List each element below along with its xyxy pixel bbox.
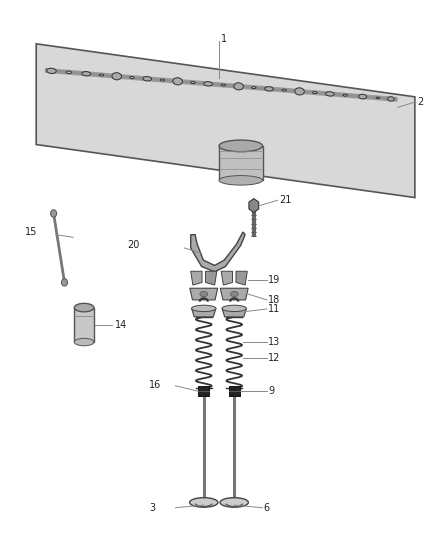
Text: 12: 12 (268, 353, 281, 363)
Text: 20: 20 (127, 240, 140, 251)
Polygon shape (222, 309, 247, 317)
Polygon shape (74, 308, 94, 342)
Text: 14: 14 (115, 320, 127, 330)
Ellipse shape (343, 94, 347, 96)
Ellipse shape (143, 77, 152, 81)
Ellipse shape (47, 68, 56, 74)
Ellipse shape (219, 175, 262, 185)
Ellipse shape (376, 97, 380, 99)
Polygon shape (198, 386, 209, 397)
Text: 21: 21 (279, 195, 291, 205)
Text: 13: 13 (268, 337, 280, 347)
Polygon shape (191, 232, 245, 272)
Polygon shape (249, 199, 259, 213)
Ellipse shape (282, 89, 286, 91)
Ellipse shape (200, 292, 208, 297)
Ellipse shape (190, 498, 218, 507)
Ellipse shape (191, 305, 216, 312)
Text: 18: 18 (268, 295, 280, 305)
Text: 9: 9 (268, 386, 274, 396)
Polygon shape (229, 386, 240, 397)
Polygon shape (219, 146, 262, 180)
Text: 6: 6 (264, 503, 270, 513)
Ellipse shape (82, 71, 91, 76)
Circle shape (50, 210, 57, 217)
Ellipse shape (160, 79, 165, 81)
Ellipse shape (220, 498, 248, 507)
Ellipse shape (66, 71, 71, 74)
Text: 15: 15 (25, 227, 38, 237)
Text: 1: 1 (221, 34, 227, 44)
Ellipse shape (112, 72, 121, 80)
Ellipse shape (173, 78, 183, 85)
Circle shape (61, 279, 67, 286)
Text: 2: 2 (417, 97, 423, 107)
Ellipse shape (265, 87, 273, 91)
Polygon shape (205, 271, 217, 285)
Ellipse shape (388, 97, 394, 101)
Ellipse shape (234, 83, 244, 90)
Polygon shape (236, 271, 247, 285)
Ellipse shape (219, 140, 262, 152)
Ellipse shape (74, 303, 94, 312)
Polygon shape (191, 309, 216, 317)
Ellipse shape (313, 92, 317, 94)
Ellipse shape (99, 74, 104, 76)
Text: 19: 19 (268, 274, 280, 285)
Polygon shape (36, 44, 415, 198)
Ellipse shape (252, 87, 256, 88)
Polygon shape (221, 271, 233, 285)
Ellipse shape (230, 292, 238, 297)
Ellipse shape (359, 94, 367, 99)
Ellipse shape (130, 77, 134, 78)
Ellipse shape (204, 82, 212, 86)
Ellipse shape (295, 88, 304, 95)
Polygon shape (191, 271, 202, 285)
Polygon shape (190, 288, 218, 300)
Ellipse shape (325, 92, 334, 96)
Ellipse shape (221, 84, 226, 86)
Text: 16: 16 (149, 379, 162, 390)
Ellipse shape (191, 82, 195, 84)
Polygon shape (220, 288, 248, 300)
Ellipse shape (74, 338, 94, 346)
Text: 3: 3 (149, 503, 155, 513)
Text: 11: 11 (268, 304, 280, 314)
Ellipse shape (222, 305, 247, 312)
